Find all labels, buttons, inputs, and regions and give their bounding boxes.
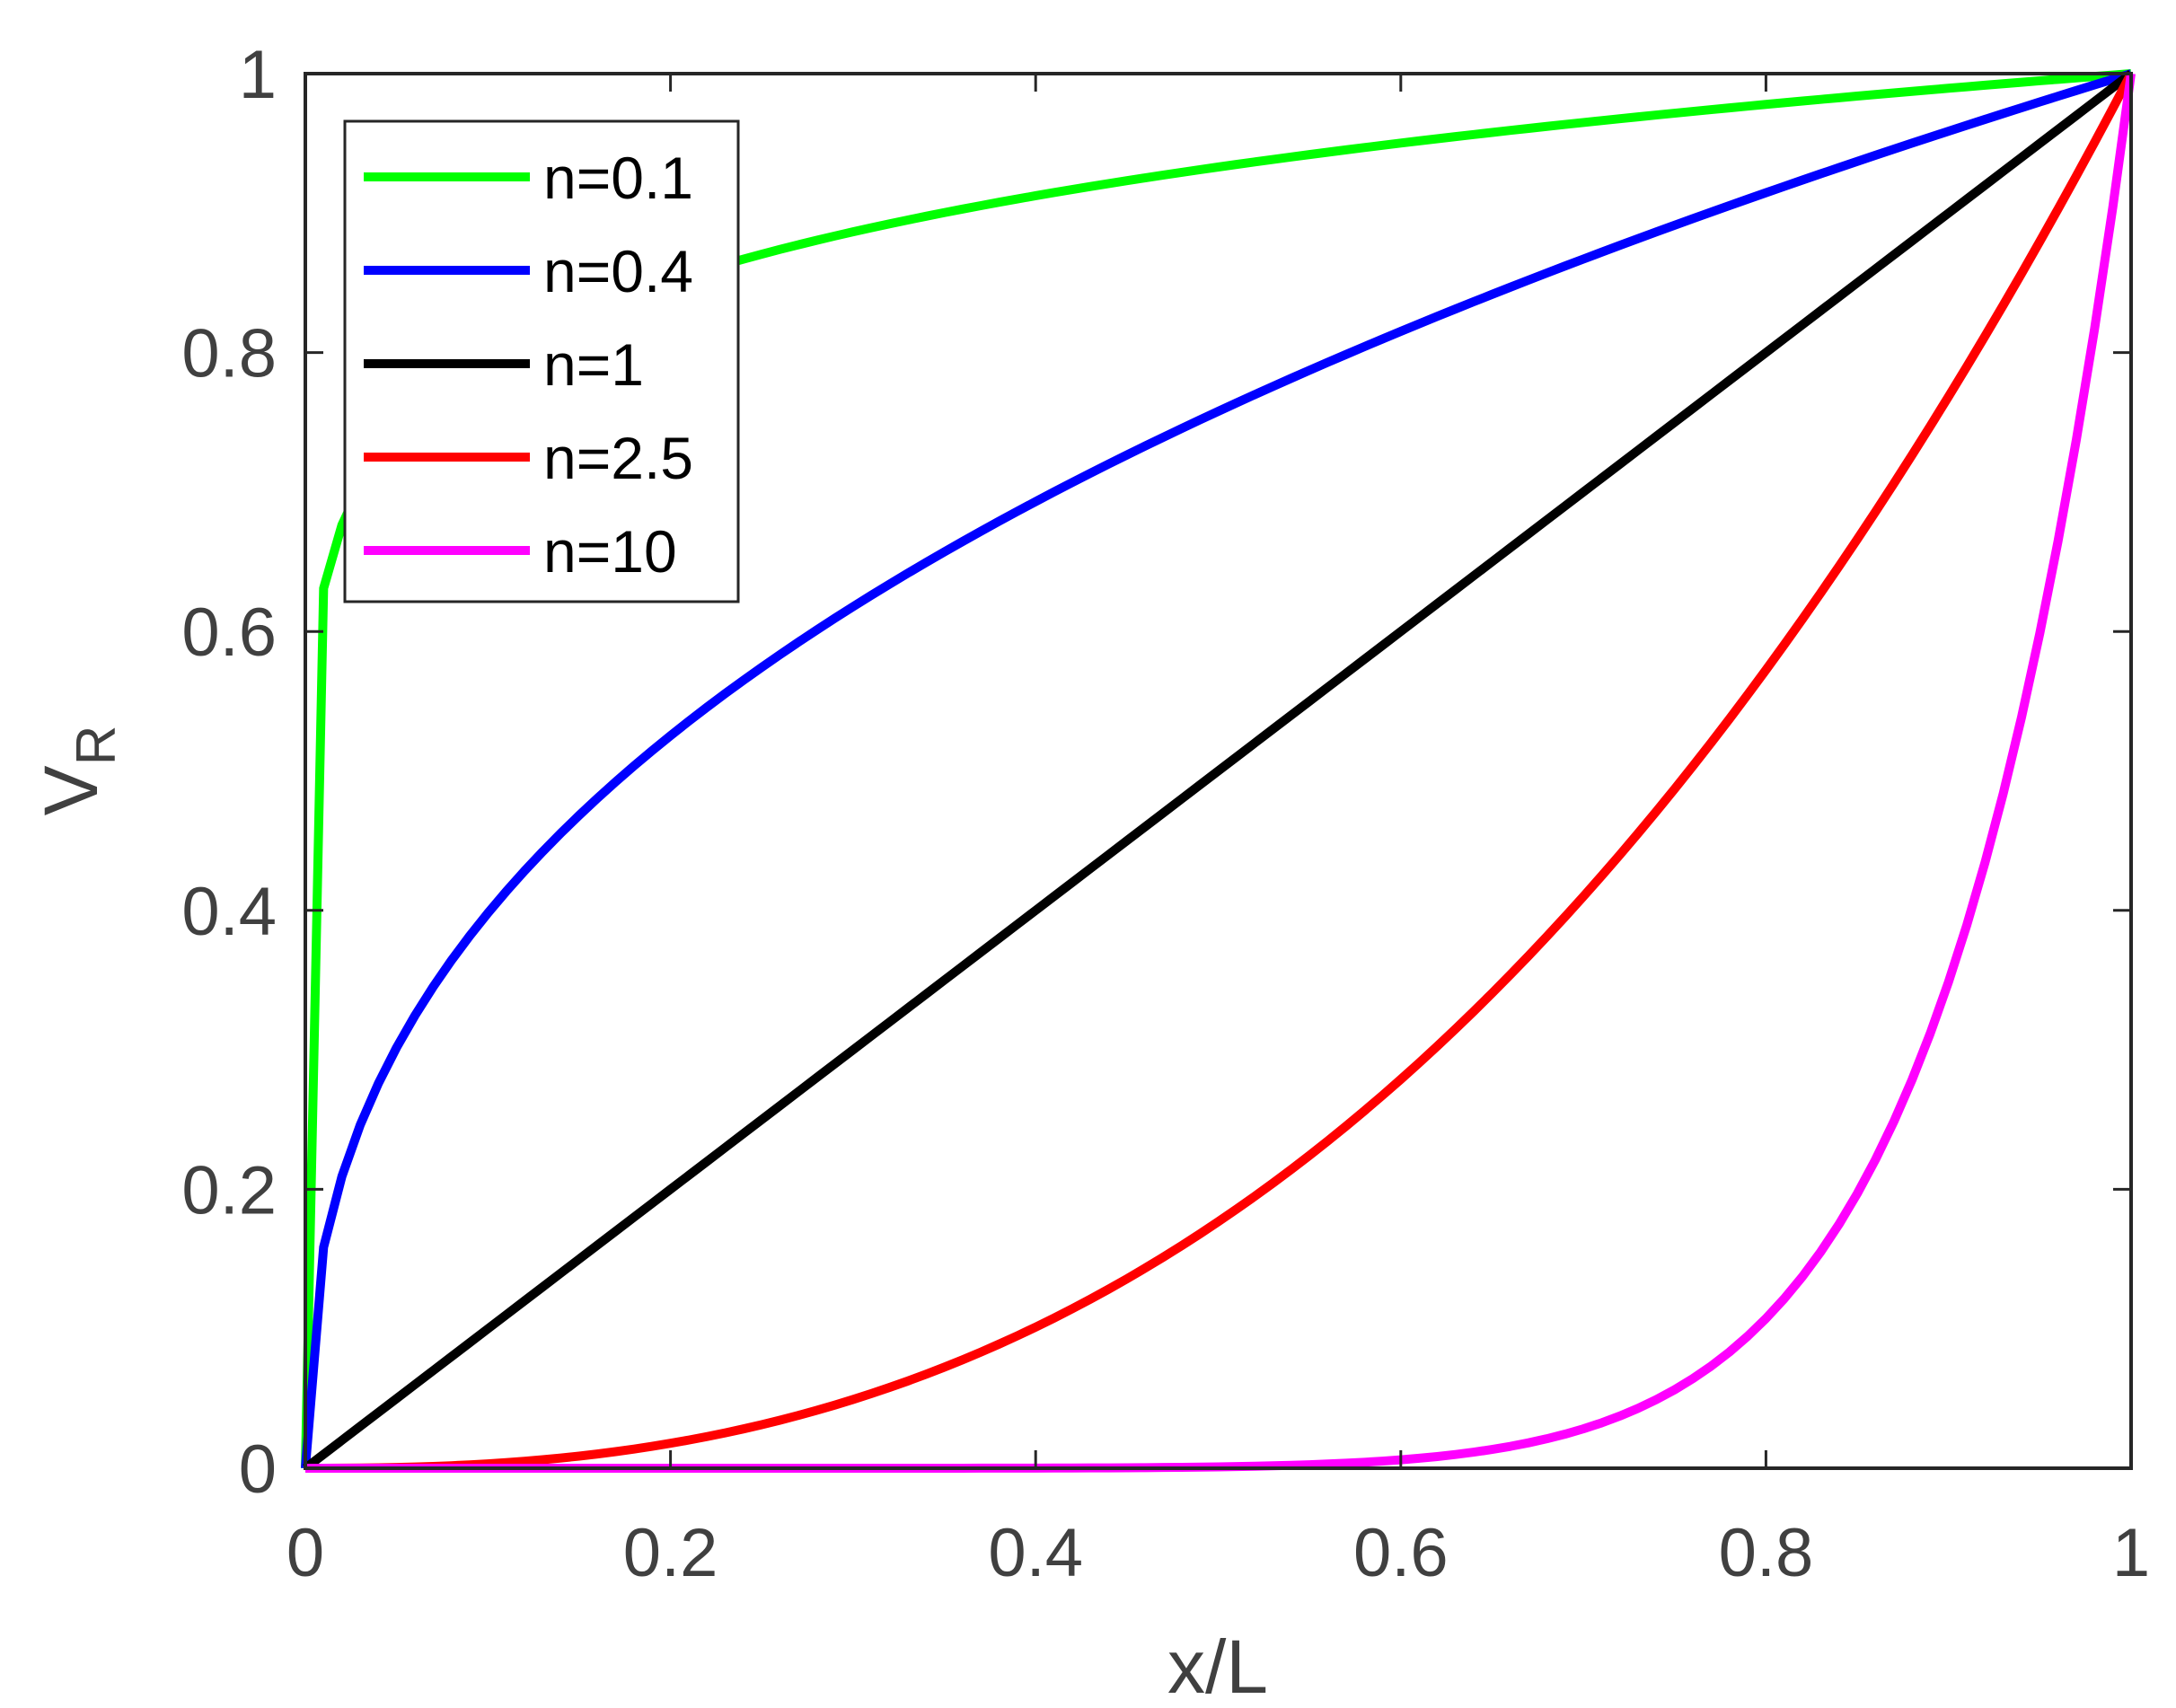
x-tick-label-0: 0 bbox=[286, 1515, 324, 1591]
y-tick-label-2: 0.4 bbox=[181, 874, 277, 950]
svg-text:VR: VR bbox=[29, 726, 128, 816]
y-tick-label-0: 0 bbox=[239, 1431, 277, 1508]
legend-label-2: n=0.4 bbox=[543, 238, 693, 304]
x-tick-labels: 0 0.2 0.4 0.6 0.8 1 bbox=[286, 1515, 2150, 1591]
y-tick-label-4: 0.8 bbox=[181, 316, 277, 392]
legend-label-3: n=1 bbox=[543, 331, 644, 398]
series-line-3 bbox=[302, 70, 2135, 1472]
legend-label-5: n=10 bbox=[543, 518, 677, 585]
x-axis-label: x/L bbox=[1167, 1624, 1268, 1708]
legend-label-1: n=0.1 bbox=[543, 145, 693, 211]
y-axis-label: VR bbox=[29, 726, 128, 816]
y-axis-label-main: V bbox=[29, 765, 113, 815]
y-tick-label-1: 0.2 bbox=[181, 1152, 277, 1228]
y-tick-label-3: 0.6 bbox=[181, 594, 277, 671]
ticks-layer bbox=[304, 72, 2133, 1470]
y-axis-label-subscript: R bbox=[66, 726, 128, 766]
series-line-2 bbox=[301, 69, 2133, 1469]
plot-frame bbox=[304, 72, 2133, 1470]
y-tick-label-5: 1 bbox=[239, 37, 277, 113]
x-tick-label-5: 1 bbox=[2112, 1515, 2150, 1591]
x-tick-label-1: 0.2 bbox=[623, 1515, 718, 1591]
x-tick-label-4: 0.8 bbox=[1719, 1515, 1814, 1591]
legend-items: n=0.1 n=0.4 n=1 n=2.5 n=10 bbox=[364, 145, 693, 585]
legend: n=0.1 n=0.4 n=1 n=2.5 n=10 bbox=[343, 119, 740, 603]
series-line-4 bbox=[304, 71, 2136, 1473]
x-tick-label-3: 0.6 bbox=[1353, 1515, 1449, 1591]
y-tick-labels: 0 0.2 0.4 0.6 0.8 1 bbox=[181, 37, 277, 1508]
legend-label-4: n=2.5 bbox=[543, 425, 693, 491]
x-tick-label-2: 0.4 bbox=[988, 1515, 1083, 1591]
